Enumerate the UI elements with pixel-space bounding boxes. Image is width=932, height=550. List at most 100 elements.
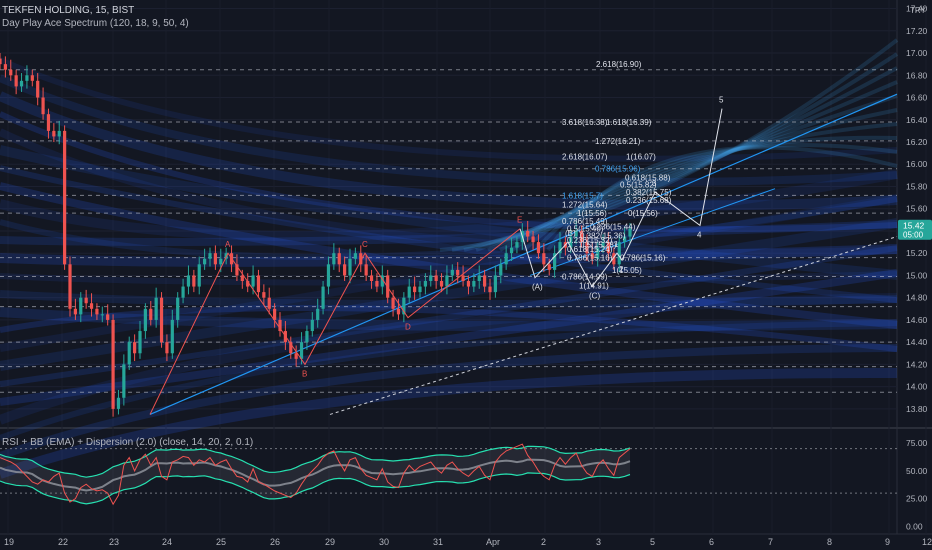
spectrum-fan [487,94,898,252]
candle-body [337,253,341,265]
candle-body [391,297,395,309]
candle-body [84,297,88,304]
candle-body [30,75,34,81]
grid-lines [0,0,932,535]
candle-body [353,253,357,259]
price-tick-label: 16.20 [906,137,928,147]
fib-level-label: 1(14.91) [579,281,609,290]
time-tick-label: 24 [162,537,172,547]
candle-body [504,253,508,265]
spectrum-band [0,111,898,233]
price-tick-label: 14.60 [906,315,928,325]
candle-body [278,319,282,332]
candle-body [305,331,309,343]
fib-level-label: 1.618(15.7) [562,191,603,200]
time-tick-label: 23 [109,537,119,547]
price-tick-label: 15.60 [906,204,928,214]
candle-body [181,286,185,298]
candle-body [579,230,584,243]
spectrum-fan [510,122,898,252]
fib-level-label: 0.786(15.16) [620,254,666,263]
wave-label: 3 [652,179,657,188]
spectrum-band [0,244,898,267]
rsi-basis [0,458,631,492]
candle-body [294,353,298,359]
fib-level-label: 0.5(15.28) [580,240,617,249]
candle-body [515,242,519,248]
candle-body [197,264,201,287]
spectrum-band [0,293,898,425]
candle-body [407,286,411,298]
symbol-title[interactable]: TEKFEN HOLDING, 15, BIST [2,5,135,16]
time-tick-label: 5 [650,537,655,547]
time-tick-label: 2 [541,537,546,547]
candle-body [0,58,2,65]
candle-body [364,264,368,276]
time-tick-label: 31 [433,537,443,547]
price-tick-label: 16.40 [906,115,928,125]
rsi-line [0,443,631,506]
candle-body [585,242,589,254]
candle-body [628,228,632,237]
candle-body [316,308,320,320]
rsi-tick-label: 75.00 [906,438,928,448]
time-tick-label: 8 [827,537,832,547]
candle-body [79,297,83,315]
spectrum-band [0,196,898,260]
candlesticks [0,53,632,417]
spectrum-band [0,220,898,246]
rsi-tick-label: 25.00 [906,494,928,504]
time-tick-label: 6 [709,537,714,547]
candle-body [466,281,471,287]
candle-body [213,253,217,265]
spectrum-band [0,74,898,186]
candle-body [590,253,594,259]
candle-body [203,258,207,265]
fib-level-label: 2.618(16.90) [596,60,642,69]
fib-labels: 2.618(16.90) 3.618(16.38)1.618(16.39) 1.27… [562,60,672,290]
spectrum-fan [498,108,898,252]
candle-body [321,286,325,309]
time-axis[interactable]: 19 22 23 24 25 26 29 30 31 Apr 2 3 5 6 7 8 9 12 [4,537,932,547]
price-tick-label: 14.80 [906,293,928,303]
candle-body [418,286,422,293]
candle-body [558,242,562,254]
time-tick-label: 7 [768,537,773,547]
price-tick-label: 14.40 [906,337,928,347]
candle-body [46,114,51,131]
spectrum-band [0,271,898,286]
fib-level-label: 2.618(16.07) [562,152,608,161]
rsi-pane: 75.00 50.00 25.00 0.00 [0,438,928,531]
spectrum-fan [475,80,898,252]
indicator-legend[interactable]: Day Play Ace Spectrum (120, 18, 9, 50, 4… [2,18,189,29]
candle-body [19,80,24,87]
spectrum-band [0,182,898,329]
candle-body [526,230,530,237]
rsi-tick-label: 0.00 [906,521,923,531]
time-tick-label: 12 [922,537,932,547]
price-tick-label: 15.20 [906,248,928,258]
price-axis[interactable]: 17.40 17.20 17.00 16.80 16.60 16.40 16.20 16.00… [898,4,932,414]
candle-body [456,269,460,276]
candle-body [170,319,174,354]
candle-body [57,130,61,137]
candle-body [617,242,621,265]
fib-level-label: 1(16.07) [626,152,656,161]
spectrum-band [0,305,898,352]
candle-body [111,319,115,409]
candle-body [402,297,406,315]
candle-body [138,331,142,354]
time-tick-label: 26 [270,537,280,547]
wave-label: 1 [614,240,619,249]
wave-label: A [225,240,231,249]
fib-level-label: 1(15.05) [612,266,642,275]
candle-body [63,130,67,265]
candle-body [461,275,465,281]
candle-body [606,242,611,254]
candle-body [95,308,99,315]
spectrum-band [0,269,898,406]
fib-level-label: 3.618(16.38) [562,118,608,127]
rsi-legend[interactable]: RSI + BB (EMA) + Dispersion (2.0) (close… [2,437,254,448]
fib-level-label: 0.236(15.44) [590,223,636,232]
